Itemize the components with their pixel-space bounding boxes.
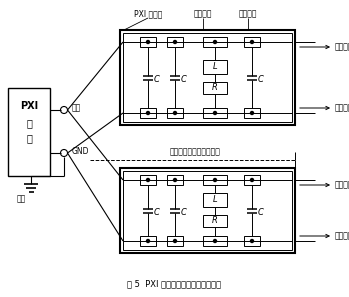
- Bar: [140, 108, 156, 118]
- Bar: [203, 59, 227, 73]
- Bar: [203, 175, 227, 185]
- Circle shape: [147, 111, 149, 115]
- Bar: [167, 175, 183, 185]
- Text: 数字电路: 数字电路: [194, 10, 212, 18]
- Circle shape: [173, 239, 177, 242]
- Text: PXI 连接器: PXI 连接器: [134, 10, 162, 18]
- Text: 大地: 大地: [17, 194, 26, 203]
- Bar: [167, 108, 183, 118]
- Circle shape: [147, 239, 149, 242]
- Text: PXI: PXI: [20, 101, 38, 111]
- Circle shape: [251, 40, 253, 43]
- Circle shape: [251, 111, 253, 115]
- Bar: [203, 192, 227, 206]
- Text: L: L: [213, 195, 217, 204]
- Text: 模拟输出: 模拟输出: [335, 103, 349, 113]
- Text: C: C: [154, 208, 160, 217]
- Text: 模拟输出: 模拟输出: [335, 231, 349, 241]
- Circle shape: [173, 178, 177, 181]
- Bar: [203, 236, 227, 246]
- Text: C: C: [181, 208, 187, 217]
- Bar: [203, 108, 227, 118]
- Text: C: C: [258, 75, 264, 84]
- Circle shape: [251, 239, 253, 242]
- Circle shape: [214, 111, 216, 115]
- Text: 模拟输入: 模拟输入: [335, 42, 349, 51]
- Circle shape: [173, 111, 177, 115]
- Text: 底板金属框架和金属机箱: 底板金属框架和金属机箱: [170, 147, 221, 156]
- Bar: [244, 236, 260, 246]
- Text: C: C: [258, 208, 264, 217]
- Bar: [167, 236, 183, 246]
- Text: R: R: [212, 83, 218, 92]
- Text: 图 5  PXI 模块的电源和地的设计方法: 图 5 PXI 模块的电源和地的设计方法: [127, 279, 221, 288]
- Bar: [244, 108, 260, 118]
- Bar: [244, 175, 260, 185]
- Bar: [203, 214, 227, 227]
- Bar: [123, 33, 292, 122]
- Bar: [8, 88, 50, 176]
- Text: 模拟输入: 模拟输入: [335, 181, 349, 189]
- Text: C: C: [181, 75, 187, 84]
- Text: 底: 底: [26, 118, 32, 128]
- Bar: [140, 37, 156, 47]
- Circle shape: [147, 178, 149, 181]
- Bar: [244, 37, 260, 47]
- Circle shape: [214, 40, 216, 43]
- Text: 电源: 电源: [72, 103, 81, 113]
- Circle shape: [173, 40, 177, 43]
- Text: GND: GND: [72, 146, 89, 156]
- Circle shape: [214, 239, 216, 242]
- Text: 模拟电路: 模拟电路: [239, 10, 257, 18]
- Bar: [120, 168, 295, 253]
- Bar: [123, 171, 292, 250]
- Text: 板: 板: [26, 133, 32, 143]
- Bar: [120, 30, 295, 125]
- Circle shape: [147, 40, 149, 43]
- Circle shape: [214, 178, 216, 181]
- Bar: [203, 81, 227, 94]
- Bar: [140, 175, 156, 185]
- Bar: [140, 236, 156, 246]
- Text: L: L: [213, 62, 217, 71]
- Text: R: R: [212, 216, 218, 225]
- Bar: [167, 37, 183, 47]
- Text: C: C: [154, 75, 160, 84]
- Circle shape: [251, 178, 253, 181]
- Bar: [203, 37, 227, 47]
